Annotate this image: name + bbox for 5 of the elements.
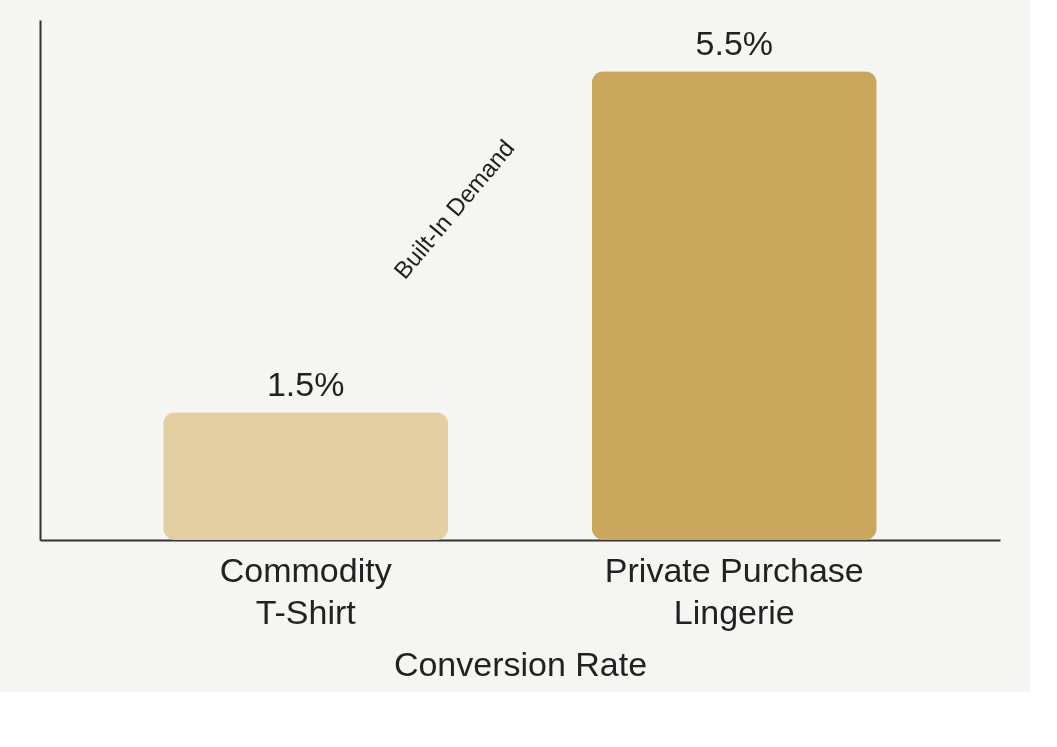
- data-label: 1.5%: [266, 365, 345, 404]
- x-tick-label: Private Purchase Lingerie: [604, 550, 864, 631]
- x-tick-label: Commodity T-Shirt: [219, 550, 392, 631]
- data-label: 5.5%: [695, 24, 774, 63]
- x-axis-title: Conversion Rate: [393, 644, 648, 683]
